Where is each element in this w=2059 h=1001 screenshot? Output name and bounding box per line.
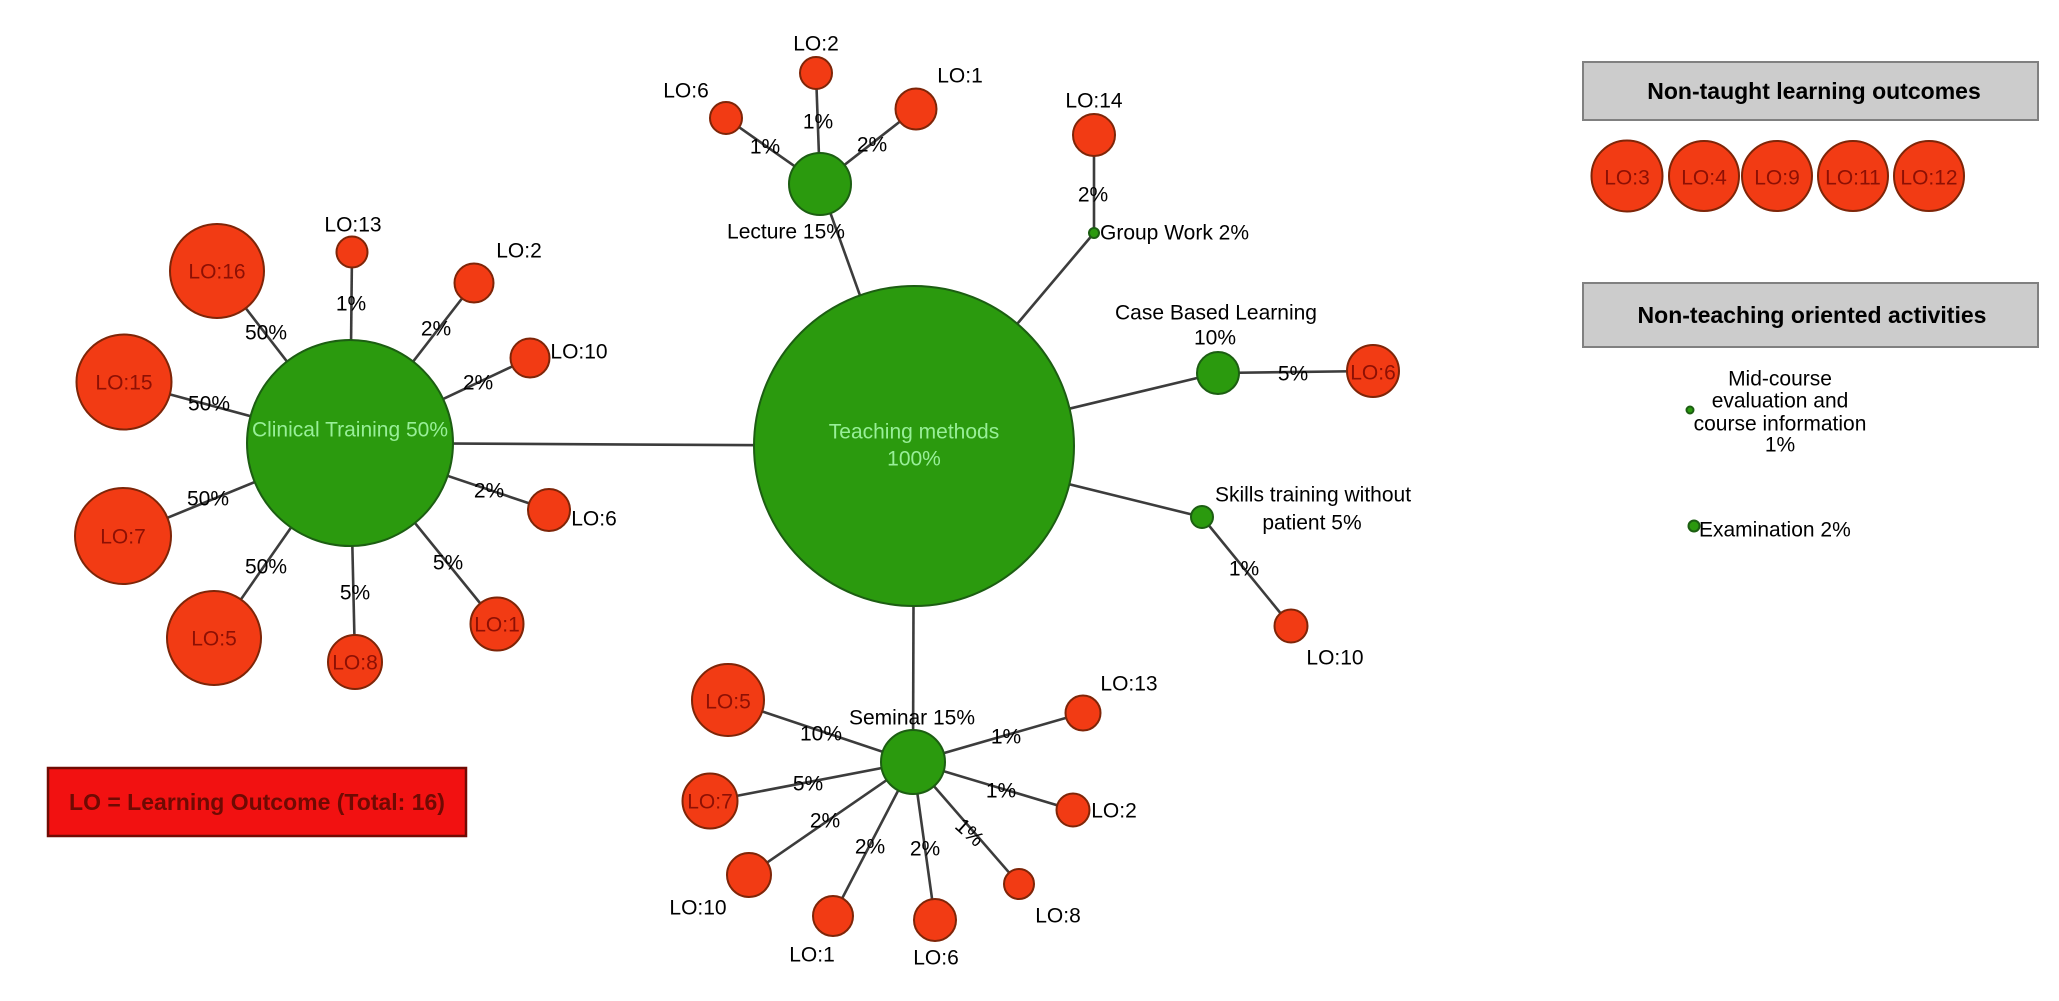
svg-text:LO:6: LO:6 [571, 508, 617, 531]
svg-text:LO:13: LO:13 [324, 214, 381, 237]
svg-text:LO:8: LO:8 [332, 652, 378, 675]
svg-text:Non-teaching oriented activiti: Non-teaching oriented activities [1638, 302, 1987, 328]
svg-text:LO:1: LO:1 [474, 614, 520, 637]
svg-text:2%: 2% [910, 838, 940, 861]
svg-text:LO:12: LO:12 [1900, 167, 1957, 190]
svg-text:LO:7: LO:7 [687, 791, 733, 814]
svg-text:10%: 10% [800, 723, 842, 746]
svg-text:LO:8: LO:8 [1035, 905, 1081, 928]
svg-text:patient 5%: patient 5% [1262, 512, 1361, 535]
svg-text:evaluation and: evaluation and [1712, 390, 1849, 413]
svg-text:1%: 1% [336, 293, 366, 316]
svg-text:100%: 100% [887, 448, 941, 471]
svg-text:2%: 2% [474, 480, 504, 503]
svg-text:1%: 1% [1229, 558, 1259, 581]
svg-text:LO:15: LO:15 [95, 372, 152, 395]
svg-text:10%: 10% [1194, 327, 1236, 350]
svg-text:2%: 2% [857, 134, 887, 157]
svg-text:5%: 5% [793, 773, 823, 796]
svg-text:2%: 2% [810, 810, 840, 833]
svg-text:LO:14: LO:14 [1065, 90, 1123, 113]
svg-text:50%: 50% [245, 556, 287, 579]
svg-text:LO:6: LO:6 [663, 80, 709, 103]
svg-text:1%: 1% [1765, 434, 1795, 457]
svg-text:Skills training without: Skills training without [1215, 484, 1411, 507]
svg-text:2%: 2% [463, 372, 493, 395]
svg-text:Case Based Learning: Case Based Learning [1115, 302, 1317, 325]
svg-text:5%: 5% [433, 552, 463, 575]
svg-text:LO:2: LO:2 [496, 240, 542, 263]
svg-text:LO:2: LO:2 [1091, 800, 1137, 823]
svg-text:1%: 1% [986, 780, 1016, 803]
svg-text:1%: 1% [803, 111, 833, 134]
svg-text:50%: 50% [245, 322, 287, 345]
svg-text:LO:11: LO:11 [1825, 167, 1881, 190]
svg-text:LO:2: LO:2 [793, 33, 839, 56]
svg-text:Lecture 15%: Lecture 15% [727, 221, 845, 244]
svg-text:50%: 50% [187, 488, 229, 511]
svg-text:LO:10: LO:10 [1306, 647, 1363, 670]
svg-text:course information: course information [1694, 413, 1867, 436]
svg-text:LO:5: LO:5 [705, 691, 751, 714]
svg-text:LO:6: LO:6 [913, 947, 959, 970]
svg-text:5%: 5% [340, 582, 370, 605]
svg-text:LO:10: LO:10 [669, 897, 726, 920]
svg-text:5%: 5% [1278, 363, 1308, 386]
svg-text:Teaching methods: Teaching methods [829, 421, 999, 444]
svg-text:LO:9: LO:9 [1754, 167, 1800, 190]
svg-text:2%: 2% [1078, 184, 1108, 207]
svg-text:LO:13: LO:13 [1100, 673, 1157, 696]
svg-text:LO:1: LO:1 [789, 944, 835, 967]
svg-text:Mid-course: Mid-course [1728, 368, 1832, 391]
svg-text:2%: 2% [421, 318, 451, 341]
svg-text:Examination 2%: Examination 2% [1699, 519, 1851, 542]
svg-text:1%: 1% [750, 136, 780, 159]
svg-text:LO:10: LO:10 [550, 341, 607, 364]
svg-text:Clinical Training 50%: Clinical Training 50% [252, 419, 448, 442]
svg-text:50%: 50% [188, 393, 230, 416]
svg-text:LO:6: LO:6 [1350, 362, 1396, 385]
svg-text:LO:7: LO:7 [100, 526, 146, 549]
svg-text:LO:16: LO:16 [188, 261, 245, 284]
svg-text:LO = Learning Outcome (Total:: LO = Learning Outcome (Total: 16) [69, 789, 445, 815]
svg-text:LO:5: LO:5 [191, 628, 237, 651]
svg-text:Group Work 2%: Group Work 2% [1100, 222, 1249, 245]
svg-text:Non-taught learning outcomes: Non-taught learning outcomes [1647, 78, 1981, 104]
svg-text:Seminar 15%: Seminar 15% [849, 707, 975, 730]
svg-text:LO:1: LO:1 [937, 65, 983, 88]
svg-text:2%: 2% [855, 836, 885, 859]
svg-text:LO:4: LO:4 [1681, 167, 1727, 190]
svg-text:1%: 1% [991, 726, 1021, 749]
svg-text:LO:3: LO:3 [1604, 167, 1650, 190]
